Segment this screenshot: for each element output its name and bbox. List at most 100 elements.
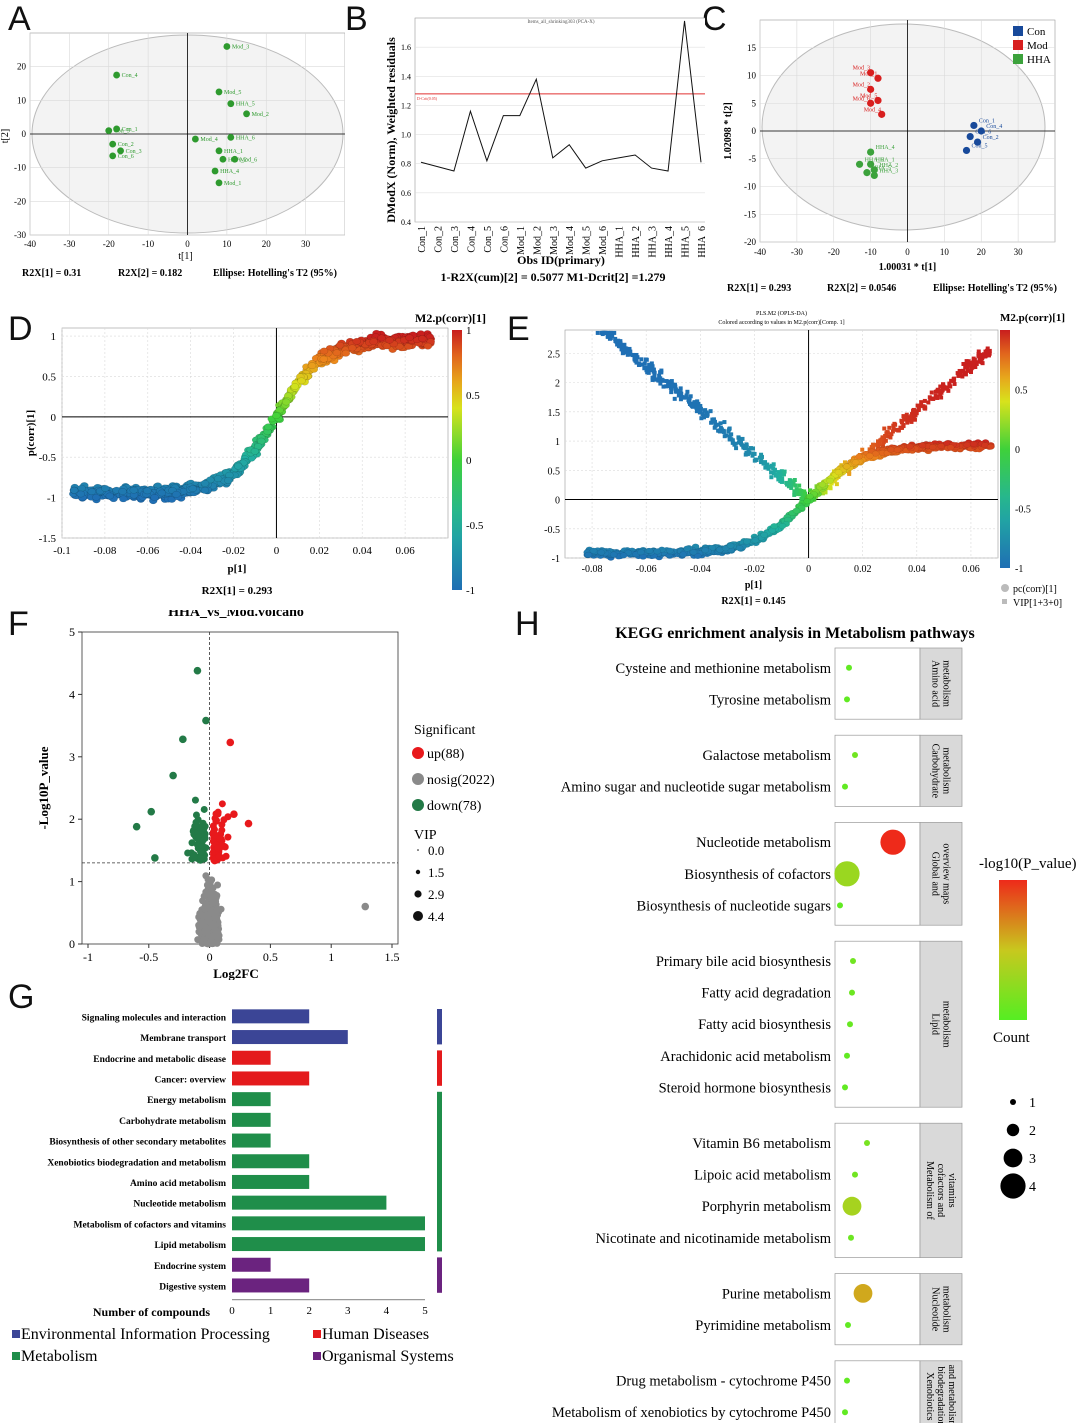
score-point	[215, 147, 223, 155]
up-point	[215, 852, 223, 860]
x-tick-label: 0.06	[395, 545, 415, 557]
x-tick-label: 20	[977, 247, 987, 257]
vip-point	[612, 330, 617, 335]
y-tick-label: 0.8	[401, 160, 411, 169]
vip-point	[881, 440, 886, 445]
score-point	[867, 85, 875, 93]
legend-label: down(78)	[427, 799, 482, 814]
pcorr-point	[893, 446, 902, 453]
score-point	[227, 133, 235, 141]
point-label: HHA_4	[220, 169, 239, 175]
nosig-point	[203, 928, 211, 936]
legend-label: Environmental Information Processing	[21, 1326, 270, 1343]
vip-point	[642, 361, 647, 366]
y-tick-label: -10	[744, 182, 756, 192]
bar	[232, 1154, 310, 1169]
vip-point	[659, 368, 664, 373]
vip-point	[618, 339, 623, 344]
bar	[232, 1195, 387, 1210]
vip-point	[752, 458, 757, 463]
facet-strip	[919, 1122, 963, 1258]
vip-point	[985, 348, 990, 353]
vip-point	[832, 479, 837, 484]
vip-point	[639, 357, 644, 362]
vip-point	[673, 389, 678, 394]
bar	[232, 1216, 425, 1231]
colorbar-tick: -1	[466, 585, 475, 597]
outlier-point	[226, 738, 235, 747]
vip-point	[964, 359, 969, 364]
facet-strip-label: Metabolism of	[924, 1161, 935, 1220]
point-label: Con_2	[983, 135, 999, 141]
vip-point	[894, 427, 899, 432]
enrichment-point	[842, 1084, 848, 1091]
x-tick-label: HHA_3	[648, 226, 659, 258]
y-tick-label: 0	[69, 937, 75, 951]
splot-point	[206, 476, 215, 484]
legend-swatch	[12, 1352, 20, 1360]
vip-point	[808, 488, 813, 493]
vip-point	[915, 403, 920, 408]
vip-point	[737, 440, 742, 445]
nosig-point	[196, 909, 204, 917]
splot-point	[405, 334, 414, 342]
pcorr-point	[806, 493, 814, 500]
vip-point	[684, 393, 689, 398]
outlier-point	[169, 771, 177, 780]
pathway-label: Metabolism of xenobiotics by cytochrome …	[552, 1405, 831, 1421]
y-tick-label: 1.4	[401, 72, 411, 81]
vip-point	[946, 388, 951, 393]
pathway-label: Purine metabolism	[722, 1286, 832, 1302]
x-tick-label: 0.04	[353, 545, 373, 557]
bar-category-label: Endocrine system	[154, 1262, 226, 1272]
vip-point	[827, 485, 832, 490]
x-tick-label: 0.06	[962, 564, 980, 575]
vip-point	[667, 383, 672, 388]
vip-point	[961, 361, 966, 366]
up-point	[212, 817, 220, 825]
enrichment-point	[844, 1052, 850, 1059]
x-tick-label: HHA_5	[681, 226, 692, 258]
vip-point	[697, 407, 702, 412]
enrichment-point	[849, 989, 855, 996]
pathway-label: Steroid hormone biosynthesis	[659, 1080, 832, 1096]
x-tick-label: 4	[384, 1305, 390, 1317]
down-point	[191, 796, 199, 804]
footer-r2x2: R2X[2] = 0.182	[118, 268, 182, 279]
pcorr-point	[818, 481, 827, 488]
vip-point	[679, 391, 684, 396]
splot-point	[105, 492, 115, 500]
vip-point	[779, 470, 784, 475]
bar-category-label: Metabolism of cofactors and vitamins	[73, 1220, 226, 1230]
facet-panel	[834, 1122, 921, 1258]
pcorr-point	[834, 469, 843, 476]
y-tick-label: 0	[555, 496, 560, 507]
score-point	[863, 169, 871, 177]
bar-category-label: Cancer: overview	[155, 1075, 227, 1085]
bar	[232, 1092, 271, 1107]
y-tick-label: 2	[69, 812, 75, 826]
x-tick-label: -0.04	[179, 545, 202, 557]
colorbar-tick: -0.5	[1015, 505, 1031, 516]
bar	[232, 1237, 425, 1252]
vip-point	[769, 475, 774, 480]
nosig-point	[203, 881, 211, 889]
vip-point	[608, 330, 613, 335]
pathway-label: Nicotinate and nicotinamide metabolism	[595, 1231, 831, 1247]
facet-strip-label: metabolism	[941, 660, 952, 707]
pcorr-point	[778, 523, 787, 529]
count-legend-marker	[1006, 1123, 1020, 1137]
point-label: Mod_4	[200, 137, 217, 143]
facet-strip-label: Lipid	[930, 1013, 941, 1035]
enrichment-point	[844, 1377, 850, 1384]
y-tick-label: -10	[14, 163, 26, 173]
x-tick-label: 0	[229, 1305, 235, 1317]
point-label: Mod_3	[853, 66, 870, 72]
pcorr-point	[865, 452, 874, 459]
score-point	[878, 110, 886, 118]
vip-point	[759, 460, 764, 465]
plot-frame	[81, 631, 399, 945]
legend-swatch	[12, 1330, 20, 1338]
vip-point	[701, 415, 706, 420]
pathway-label: Fatty acid degradation	[701, 986, 831, 1002]
